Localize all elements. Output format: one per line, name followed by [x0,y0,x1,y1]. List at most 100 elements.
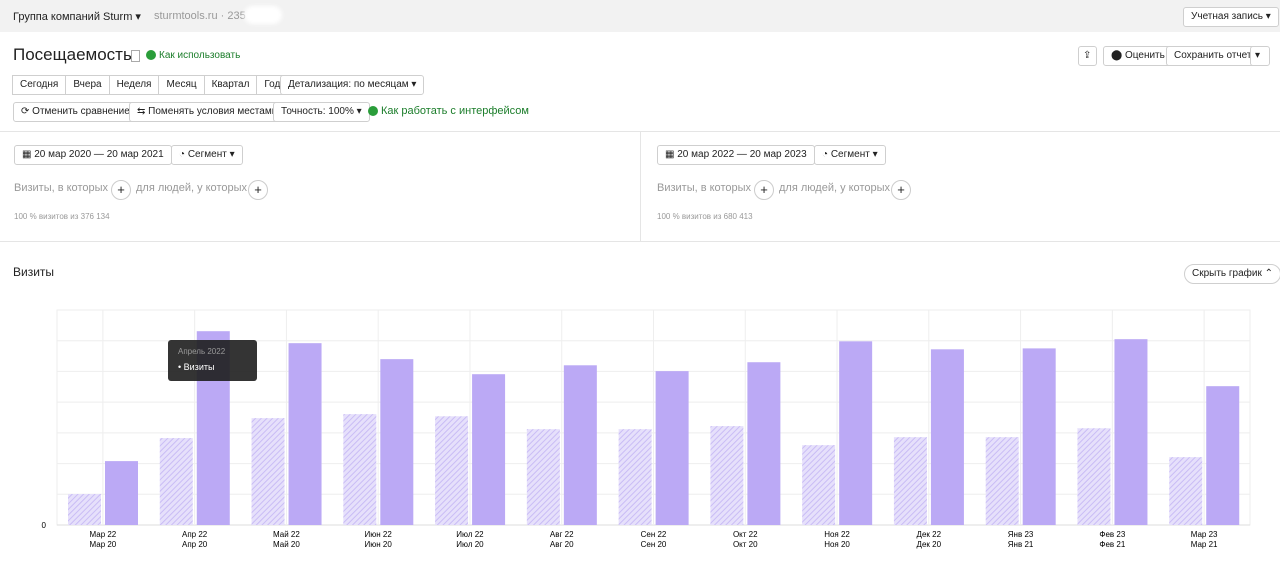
x-tick-label: Мар 23 [1191,530,1218,539]
interface-link[interactable]: Как работать с интерфейсом [381,105,529,117]
people-label: для людей, у которых [779,182,890,194]
bar [985,437,1019,525]
bar [1114,339,1148,525]
accuracy: Точность: 100% [281,106,354,117]
x-tick-label: Июл 22 [456,530,484,539]
site-id: 235 [227,10,246,22]
bar [159,438,193,525]
blur [244,6,282,24]
x-tick-label: Дек 22 [917,530,942,539]
y-tick-label: 0 [42,521,47,530]
x-tick-label-2: Авг 20 [550,540,574,549]
summary: 100 % визитов из 680 413 [657,212,753,221]
account: Учетная запись [1191,11,1264,22]
bar [472,374,506,525]
bookmark-icon[interactable] [131,50,140,62]
chart-title: Визиты [13,265,55,279]
date: 20 мар 2022 — 20 мар 2023 [677,149,807,160]
x-tick-label: Ноя 22 [824,530,850,539]
visits-label: Визиты, в которых [14,182,108,194]
bar [288,343,322,525]
detail: Детализация: по месяцам [288,79,409,90]
add-button[interactable]: + [891,180,911,200]
bar [930,349,964,525]
x-tick-label: Окт 22 [733,530,758,539]
x-tick-label: Сен 22 [641,530,667,539]
top-bar [0,0,1280,32]
site: sturmtools.ru · 235 [154,10,246,22]
tooltip: Апрель 2022 • Визиты [168,340,257,381]
x-tick-label: Июн 22 [365,530,393,539]
rate: Оценить [1124,50,1165,61]
hide-chart: Скрыть график [1192,268,1262,279]
date: 20 мар 2020 — 20 мар 2021 [34,149,164,160]
bar [563,365,597,525]
x-tick-label: Фев 23 [1099,530,1125,539]
x-tick-label-2: Дек 20 [917,540,942,549]
segment-button[interactable]: ◔ Сегмент ▾ [814,145,886,165]
x-tick-label-2: Июн 20 [365,540,393,549]
x-tick-label-2: Июл 20 [456,540,484,549]
bar [1022,348,1056,525]
tooltip-series: • Визиты [178,362,215,372]
people-label: для людей, у которых [136,182,247,194]
bar [839,341,873,525]
visits-label: Визиты, в которых [657,182,751,194]
date-button[interactable]: ▦ 20 мар 2020 — 20 мар 2021 [14,145,172,165]
x-tick-label-2: Мар 20 [89,540,116,549]
add-button[interactable]: + [754,180,774,200]
x-tick-label-2: Апр 20 [182,540,208,549]
bar [68,493,101,525]
x-tick-label-2: Ноя 20 [824,540,850,549]
date-button[interactable]: ▦ 20 мар 2022 — 20 мар 2023 [657,145,815,165]
bar [893,437,927,525]
bar [343,414,377,525]
divider [640,131,641,241]
x-tick-label-2: Сен 20 [641,540,667,549]
bar [802,445,836,525]
bar [710,426,744,525]
help-link[interactable]: Как использовать [159,50,241,61]
period-button[interactable]: Вчера [65,75,110,95]
x-tick-label-2: Мар 21 [1191,540,1218,549]
swap: Поменять условия местами [148,106,278,117]
save-menu[interactable]: ▾ [1250,46,1270,66]
bar [747,362,781,525]
x-tick-label: Май 22 [273,530,300,539]
summary: 100 % визитов из 376 134 [14,212,110,221]
company: Группа компаний Sturm [13,11,133,23]
hide-chart-button[interactable]: Скрыть график ⌃ [1184,264,1280,284]
site-name: sturmtools.ru [154,10,218,22]
x-tick-label: Авг 22 [550,530,574,539]
divider [0,241,1280,242]
x-tick-label-2: Янв 21 [1008,540,1034,549]
detail-button[interactable]: Детализация: по месяцам ▾ [280,75,425,95]
x-tick-label-2: Фев 21 [1099,540,1125,549]
segment-button[interactable]: ◔ Сегмент ▾ [171,145,243,165]
swap-button[interactable]: ⇆ Поменять условия местами [129,102,286,122]
segment: Сегмент [830,149,870,160]
bar [435,416,469,525]
tooltip-series-name: Визиты [183,362,215,372]
cancel: Отменить сравнение [32,106,130,117]
account-button[interactable]: Учетная запись ▾ [1183,7,1279,27]
segment: Сегмент [187,149,227,160]
bar [526,429,560,525]
link-icon [368,106,378,116]
share-button[interactable]: ⇪ [1078,46,1097,66]
x-tick-label: Мар 22 [89,530,116,539]
cancel-button[interactable]: ⟳ Отменить сравнение [13,102,138,122]
bar [1206,386,1240,525]
add-button[interactable]: + [248,180,268,200]
x-tick-label-2: Окт 20 [733,540,758,549]
x-tick-label: Янв 23 [1008,530,1034,539]
period-group: Сегодня Вчера Неделя Месяц Квартал Год [12,75,289,95]
bar [380,359,414,525]
company-menu[interactable]: Группа компаний Sturm ▾ [13,11,141,23]
bar [655,371,689,525]
tooltip-title: Апрель 2022 [178,347,226,356]
bar [1169,457,1203,525]
add-button[interactable]: + [111,180,131,200]
